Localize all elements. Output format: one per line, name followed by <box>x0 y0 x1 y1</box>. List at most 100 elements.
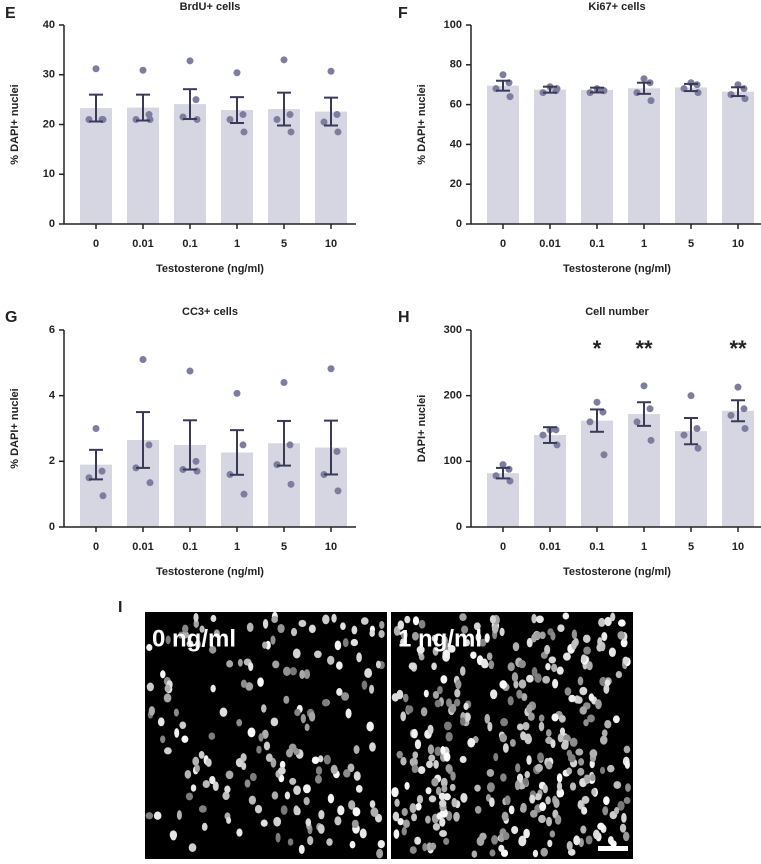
nucleus <box>412 751 419 759</box>
nucleus <box>545 816 553 827</box>
panel-letter: H <box>398 309 410 326</box>
nucleus <box>160 670 166 679</box>
nucleus <box>428 754 436 762</box>
nucleus <box>428 795 437 803</box>
nucleus <box>182 624 189 633</box>
bar <box>534 435 566 527</box>
nucleus <box>402 819 410 828</box>
nucleus <box>353 771 361 781</box>
nucleus <box>623 745 631 754</box>
nucleus <box>322 614 330 625</box>
nucleus <box>470 651 477 659</box>
nucleus <box>314 774 322 784</box>
nucleus <box>202 780 210 789</box>
nucleus <box>453 698 461 707</box>
nucleus <box>334 816 342 826</box>
nucleus <box>484 633 490 643</box>
data-point <box>727 411 735 419</box>
nucleus <box>557 733 564 743</box>
nucleus <box>318 809 325 820</box>
data-point <box>740 405 748 413</box>
error-bar <box>324 96 338 127</box>
nucleus <box>401 807 408 817</box>
nucleus <box>418 619 426 629</box>
data-point <box>146 479 154 487</box>
nucleus <box>210 614 217 623</box>
nucleus <box>394 798 400 807</box>
nucleus <box>507 696 514 706</box>
x-tick-label: 0.1 <box>182 238 197 250</box>
nucleus <box>459 666 466 676</box>
nucleus <box>278 767 286 775</box>
data-point <box>333 111 341 119</box>
significance: ** <box>635 336 653 361</box>
y-tick-label: 300 <box>444 324 462 336</box>
nucleus <box>489 797 495 808</box>
data-point <box>287 128 295 136</box>
nucleus <box>293 805 300 816</box>
nucleus <box>261 729 269 739</box>
nucleus <box>213 629 220 638</box>
data-point <box>633 89 641 97</box>
nucleus <box>423 689 429 698</box>
data-point <box>327 67 335 75</box>
nucleus <box>314 650 322 659</box>
nucleus <box>578 758 585 766</box>
nucleus <box>474 805 482 814</box>
data-point <box>233 389 241 397</box>
nucleus <box>526 755 532 765</box>
x-tick-label: 0 <box>93 541 99 553</box>
nucleus <box>411 631 419 641</box>
bar <box>534 89 566 224</box>
nucleus <box>445 731 453 742</box>
bar <box>581 90 613 224</box>
nucleus <box>608 647 616 657</box>
nucleus <box>489 849 496 857</box>
nucleus <box>599 735 608 745</box>
error-bar <box>324 419 338 476</box>
nucleus <box>179 721 187 729</box>
nucleus <box>241 762 247 771</box>
nucleus <box>369 742 376 752</box>
nucleus <box>308 624 316 634</box>
y-tick-label: 10 <box>43 168 55 180</box>
nucleus <box>518 679 527 689</box>
nucleus <box>550 739 556 748</box>
nucleus <box>194 764 200 773</box>
nucleus <box>582 634 591 643</box>
nucleus <box>303 669 311 680</box>
nucleus <box>263 741 271 751</box>
nucleus <box>163 693 172 703</box>
nucleus <box>408 662 417 670</box>
nucleus <box>530 809 538 818</box>
y-axis-label: % DAPI+ nuclei <box>9 84 21 164</box>
nucleus <box>449 783 456 791</box>
nucleus <box>355 785 363 793</box>
error-bar <box>543 85 557 94</box>
y-tick-label: 2 <box>49 455 55 467</box>
x-tick-label: 10 <box>732 541 744 553</box>
y-tick-label: 20 <box>450 178 462 190</box>
nucleus <box>359 828 367 839</box>
nucleus <box>538 814 546 824</box>
y-tick-label: 20 <box>43 118 55 130</box>
nucleus <box>343 769 351 778</box>
nucleus <box>454 688 461 698</box>
nucleus <box>552 678 559 689</box>
nucleus <box>277 623 285 634</box>
nucleus <box>400 757 407 766</box>
data-point <box>286 111 294 119</box>
nucleus <box>573 835 581 846</box>
x-tick-label: 10 <box>325 238 337 250</box>
error-bar <box>496 79 510 92</box>
nucleus <box>566 767 573 775</box>
nucleus <box>488 660 495 670</box>
nucleus <box>617 631 625 640</box>
image-label: 1 ng/ml <box>398 625 482 652</box>
nucleus <box>366 721 374 732</box>
nucleus <box>294 708 301 717</box>
nucleus <box>595 699 602 710</box>
bar <box>268 109 300 224</box>
nucleus <box>265 753 273 763</box>
nucleus <box>443 641 450 652</box>
